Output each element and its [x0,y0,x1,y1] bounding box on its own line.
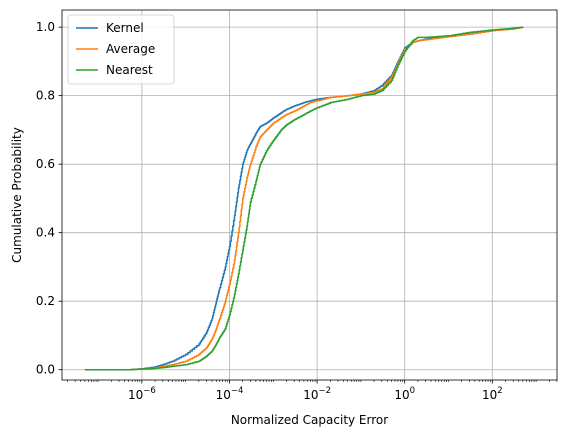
x-tick-label: 10−6 [128,386,156,402]
y-tick-label: 0.4 [36,226,55,240]
legend-box [67,14,175,85]
y-axis-label: Cumulative Probability [10,127,24,263]
legend-label: Average [106,42,155,56]
y-tick-label: 1.0 [36,20,55,34]
legend: Kernel Average Nearest [67,14,175,85]
x-tick-label: 100 [394,386,415,402]
x-axis-ticks: 10−6 10−4 10−2 100 102 [67,380,558,402]
x-tick-label: 10−2 [303,386,331,402]
y-tick-label: 0.8 [36,89,55,103]
legend-label: Nearest [106,63,153,77]
y-axis-ticks: 0.0 0.2 0.4 0.6 0.8 1.0 [36,20,62,377]
x-tick-label: 102 [482,386,503,402]
legend-label: Kernel [106,21,144,35]
y-tick-label: 0.0 [36,363,55,377]
series-line-average [84,26,524,371]
x-tick-label: 10−4 [216,386,244,402]
plot-frame [61,9,558,381]
y-tick-label: 0.6 [36,157,55,171]
series-line-nearest [84,26,524,371]
y-tick-label: 0.2 [36,294,55,308]
series-lines [84,26,524,371]
x-axis-label: Normalized Capacity Error [231,413,388,427]
grid-lines [62,10,557,380]
